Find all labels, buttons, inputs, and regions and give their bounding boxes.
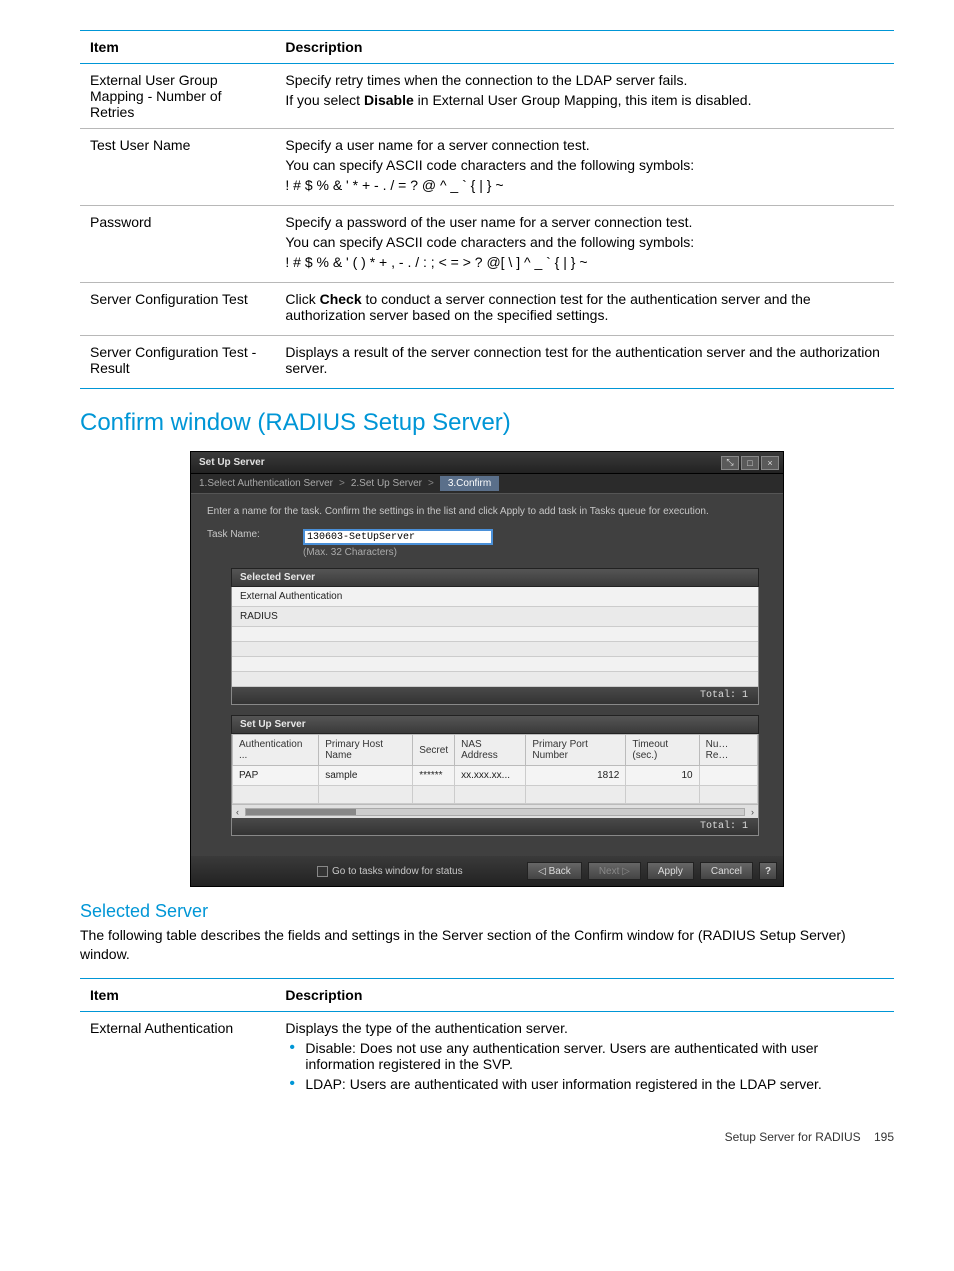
table-row: Server Configuration Test - Result Displ… xyxy=(80,336,894,389)
cell-item: Password xyxy=(80,206,275,283)
th-desc: Description xyxy=(275,978,894,1011)
cell-desc: Displays a result of the server connecti… xyxy=(275,336,894,389)
col-auth: Authentication ... xyxy=(233,735,319,766)
checkbox-label: Go to tasks window for status xyxy=(332,866,463,877)
cell-item: External Authentication xyxy=(80,1011,275,1104)
config-items-table: Item Description External User Group Map… xyxy=(80,30,894,389)
table-row: External User Group Mapping - Number of … xyxy=(80,64,894,129)
dialog-title: Set Up Server xyxy=(199,457,719,468)
table-row: Test User Name Specify a user name for a… xyxy=(80,129,894,206)
dialog-instruction: Enter a name for the task. Confirm the s… xyxy=(207,506,767,517)
table-row: PAP sample ****** xx.xxx.xx... 1812 10 xyxy=(233,766,758,786)
confirm-dialog: Set Up Server ⤡ □ × 1.Select Authenticat… xyxy=(190,451,784,887)
col-nas: NAS Address xyxy=(455,735,526,766)
page-number: 195 xyxy=(874,1130,894,1144)
page-footer: Setup Server for RADIUS 195 xyxy=(80,1130,894,1144)
cell-desc: Specify retry times when the connection … xyxy=(275,64,894,129)
close-icon[interactable]: × xyxy=(761,456,779,470)
step-2[interactable]: 2.Set Up Server xyxy=(351,478,422,489)
apply-button[interactable]: Apply xyxy=(647,862,694,880)
help-button[interactable]: ? xyxy=(759,862,777,880)
scroll-left-icon[interactable]: ‹ xyxy=(236,807,239,817)
task-name-hint: (Max. 32 Characters) xyxy=(303,547,493,558)
back-button[interactable]: ◁ Back xyxy=(527,862,582,880)
table-row: Password Specify a password of the user … xyxy=(80,206,894,283)
list-item xyxy=(232,642,758,657)
checkbox-icon[interactable] xyxy=(317,866,328,877)
wizard-breadcrumb: 1.Select Authentication Server > 2.Set U… xyxy=(191,474,783,494)
footer-text: Setup Server for RADIUS xyxy=(725,1130,861,1144)
step-1[interactable]: 1.Select Authentication Server xyxy=(199,478,333,489)
col-host: Primary Host Name xyxy=(319,735,413,766)
col-tail: Nu… Re… xyxy=(699,735,757,766)
dialog-footer: Go to tasks window for status ◁ Back Nex… xyxy=(191,856,783,886)
table-row: Server Configuration Test Click Check to… xyxy=(80,283,894,336)
section-title: Confirm window (RADIUS Setup Server) xyxy=(80,409,894,437)
col-port: Primary Port Number xyxy=(526,735,626,766)
col-timeout: Timeout (sec.) xyxy=(626,735,699,766)
selected-server-table: Item Description External Authentication… xyxy=(80,978,894,1104)
list-item xyxy=(232,627,758,642)
horizontal-scrollbar[interactable]: ‹ › xyxy=(232,804,758,818)
cell-item: Test User Name xyxy=(80,129,275,206)
task-name-input[interactable] xyxy=(303,529,493,545)
restore-icon[interactable]: ⤡ xyxy=(721,456,739,470)
go-to-tasks-checkbox[interactable]: Go to tasks window for status xyxy=(317,866,463,877)
cell-desc: Click Check to conduct a server connecti… xyxy=(275,283,894,336)
cell-item: Server Configuration Test xyxy=(80,283,275,336)
body-paragraph: The following table describes the fields… xyxy=(80,926,894,964)
total-label: Total: 1 xyxy=(232,818,758,835)
cell-desc: Displays the type of the authentication … xyxy=(275,1011,894,1104)
next-button[interactable]: Next ▷ xyxy=(588,862,641,880)
scroll-right-icon[interactable]: › xyxy=(751,807,754,817)
th-item: Item xyxy=(80,978,275,1011)
list-item xyxy=(232,672,758,687)
sub-title: Selected Server xyxy=(80,901,894,922)
dialog-titlebar: Set Up Server ⤡ □ × xyxy=(191,452,783,474)
col-secret: Secret xyxy=(413,735,455,766)
maximize-icon[interactable]: □ xyxy=(741,456,759,470)
list-item: RADIUS xyxy=(232,607,758,627)
total-label: Total: 1 xyxy=(232,687,758,704)
list-item: Disable: Does not use any authentication… xyxy=(289,1040,884,1072)
cell-item: Server Configuration Test - Result xyxy=(80,336,275,389)
list-item: LDAP: Users are authenticated with user … xyxy=(289,1076,884,1092)
table-row: External Authentication Displays the typ… xyxy=(80,1011,894,1104)
cancel-button[interactable]: Cancel xyxy=(700,862,753,880)
task-name-label: Task Name: xyxy=(207,529,303,540)
selected-server-panel: Selected Server External Authentication … xyxy=(231,568,759,705)
cell-desc: Specify a password of the user name for … xyxy=(275,206,894,283)
step-3[interactable]: 3.Confirm xyxy=(440,476,499,491)
th-desc: Description xyxy=(275,31,894,64)
list-item xyxy=(232,657,758,672)
cell-item: External User Group Mapping - Number of … xyxy=(80,64,275,129)
setup-server-panel: Set Up Server Authentication ... Primary… xyxy=(231,715,759,836)
panel-header: Set Up Server xyxy=(231,715,759,734)
th-item: Item xyxy=(80,31,275,64)
cell-desc: Specify a user name for a server connect… xyxy=(275,129,894,206)
list-item: External Authentication xyxy=(232,587,758,607)
setup-grid: Authentication ... Primary Host Name Sec… xyxy=(232,734,758,804)
panel-header: Selected Server xyxy=(231,568,759,587)
table-row xyxy=(233,786,758,804)
